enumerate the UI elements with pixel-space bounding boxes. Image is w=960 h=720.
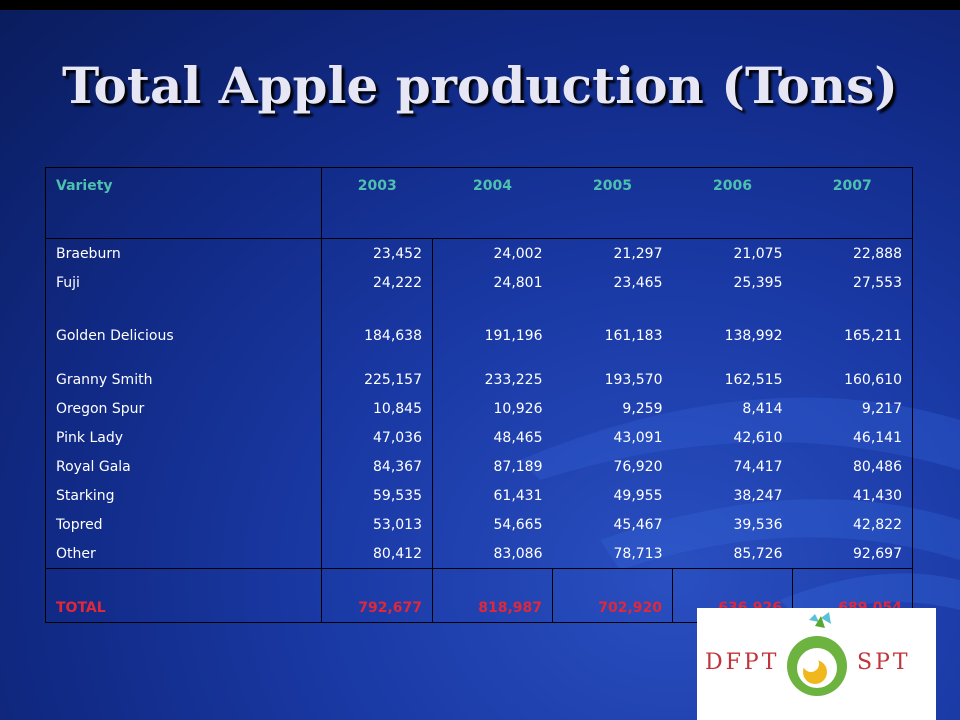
value-cell: 78,713 xyxy=(613,545,663,562)
value-cell: 9,217 xyxy=(792,394,913,423)
value-cell: 138,992 xyxy=(724,328,783,344)
value-cell: 42,610 xyxy=(733,429,783,446)
value-cell: 39,536 xyxy=(733,516,783,533)
value-cell: 61,431 xyxy=(493,487,543,504)
value-cell: 53,013 xyxy=(321,510,433,539)
value-cell: 80,486 xyxy=(792,452,913,481)
production-table: Variety 2003 2004 2005 2006 2007 Braebur… xyxy=(45,167,913,623)
table-row: Pink Lady 47,036 48,465 43,091 42,610 46… xyxy=(45,423,913,452)
value-cell: 87,189 xyxy=(493,458,543,475)
value-cell: 41,430 xyxy=(792,481,913,510)
value-cell: 80,412 xyxy=(321,539,433,569)
variety-cell: Royal Gala xyxy=(45,452,322,481)
table-row: Topred 53,013 54,665 45,467 39,536 42,82… xyxy=(45,510,913,539)
value-cell: 74,417 xyxy=(733,458,783,475)
value-cell: 38,247 xyxy=(733,487,783,504)
variety-cell: Other xyxy=(45,539,322,569)
header-2006: 2006 xyxy=(713,178,752,194)
value-cell: 43,091 xyxy=(613,429,663,446)
value-cell: 24,222 xyxy=(321,268,433,297)
value-cell: 92,697 xyxy=(792,539,913,569)
value-cell: 83,086 xyxy=(493,545,543,562)
header-2007: 2007 xyxy=(832,178,872,194)
variety-cell: Pink Lady xyxy=(45,423,322,452)
value-cell: 54,665 xyxy=(493,516,543,533)
value-cell: 8,414 xyxy=(742,400,783,417)
value-cell: 10,845 xyxy=(321,394,433,423)
value-cell: 21,075 xyxy=(733,245,783,262)
value-cell: 233,225 xyxy=(484,372,543,388)
value-cell: 42,822 xyxy=(792,510,913,539)
total-label: TOTAL xyxy=(45,568,322,623)
slide-title: Total Apple production (Tons) xyxy=(62,56,898,115)
value-cell: 160,610 xyxy=(792,352,913,394)
value-cell: 162,515 xyxy=(724,372,783,388)
logo-right-text: SPT xyxy=(857,650,911,675)
table-row: Royal Gala 84,367 87,189 76,920 74,417 8… xyxy=(45,452,913,481)
logo-left-text: DFPT xyxy=(705,650,780,675)
value-cell: 85,726 xyxy=(733,545,783,562)
variety-cell: Granny Smith xyxy=(45,352,322,394)
value-cell: 23,452 xyxy=(321,238,433,268)
value-cell: 9,259 xyxy=(622,400,663,417)
apple-logo-icon xyxy=(787,612,847,696)
value-cell: 49,955 xyxy=(613,487,663,504)
header-2003: 2003 xyxy=(321,167,433,239)
value-cell: 184,638 xyxy=(321,297,433,352)
value-cell: 225,157 xyxy=(321,352,433,394)
value-cell: 165,211 xyxy=(792,297,913,352)
value-cell: 25,395 xyxy=(733,274,783,291)
value-cell: 59,535 xyxy=(321,481,433,510)
table-row: Braeburn 23,452 24,002 21,297 21,075 22,… xyxy=(45,238,913,268)
header-2004: 2004 xyxy=(473,178,512,194)
table-row: Granny Smith 225,157 233,225 193,570 162… xyxy=(45,352,913,394)
header-2005: 2005 xyxy=(593,178,632,194)
value-cell: 45,467 xyxy=(613,516,663,533)
value-cell: 27,553 xyxy=(792,268,913,297)
table-header-row: Variety 2003 2004 2005 2006 2007 xyxy=(45,167,913,239)
value-cell: 22,888 xyxy=(792,238,913,268)
table-row: Fuji 24,222 24,801 23,465 25,395 27,553 xyxy=(45,268,913,297)
variety-cell: Fuji xyxy=(45,268,322,297)
total-value: 702,920 xyxy=(552,568,673,623)
value-cell: 84,367 xyxy=(321,452,433,481)
table-row: Golden Delicious 184,638 191,196 161,183… xyxy=(45,297,913,352)
value-cell: 47,036 xyxy=(321,423,433,452)
header-variety: Variety xyxy=(45,167,322,239)
table-row: Starking 59,535 61,431 49,955 38,247 41,… xyxy=(45,481,913,510)
value-cell: 191,196 xyxy=(484,328,543,344)
variety-cell: Oregon Spur xyxy=(45,394,322,423)
variety-cell: Golden Delicious xyxy=(45,297,322,352)
variety-cell: Braeburn xyxy=(45,238,322,268)
dfpt-spt-logo: DFPT SPT xyxy=(697,608,936,720)
total-value: 818,987 xyxy=(432,568,553,623)
value-cell: 76,920 xyxy=(613,458,663,475)
value-cell: 193,570 xyxy=(604,372,663,388)
variety-cell: Topred xyxy=(45,510,322,539)
table-row: Other 80,412 83,086 78,713 85,726 92,697 xyxy=(45,539,913,569)
value-cell: 10,926 xyxy=(493,400,543,417)
value-cell: 21,297 xyxy=(613,245,663,262)
table-row: Oregon Spur 10,845 10,926 9,259 8,414 9,… xyxy=(45,394,913,423)
value-cell: 161,183 xyxy=(604,328,663,344)
value-cell: 46,141 xyxy=(792,423,913,452)
top-bar xyxy=(0,0,960,10)
value-cell: 24,002 xyxy=(493,245,543,262)
total-value: 792,677 xyxy=(321,568,433,623)
variety-cell: Starking xyxy=(45,481,322,510)
value-cell: 24,801 xyxy=(493,274,543,291)
value-cell: 23,465 xyxy=(613,274,663,291)
value-cell: 48,465 xyxy=(493,429,543,446)
